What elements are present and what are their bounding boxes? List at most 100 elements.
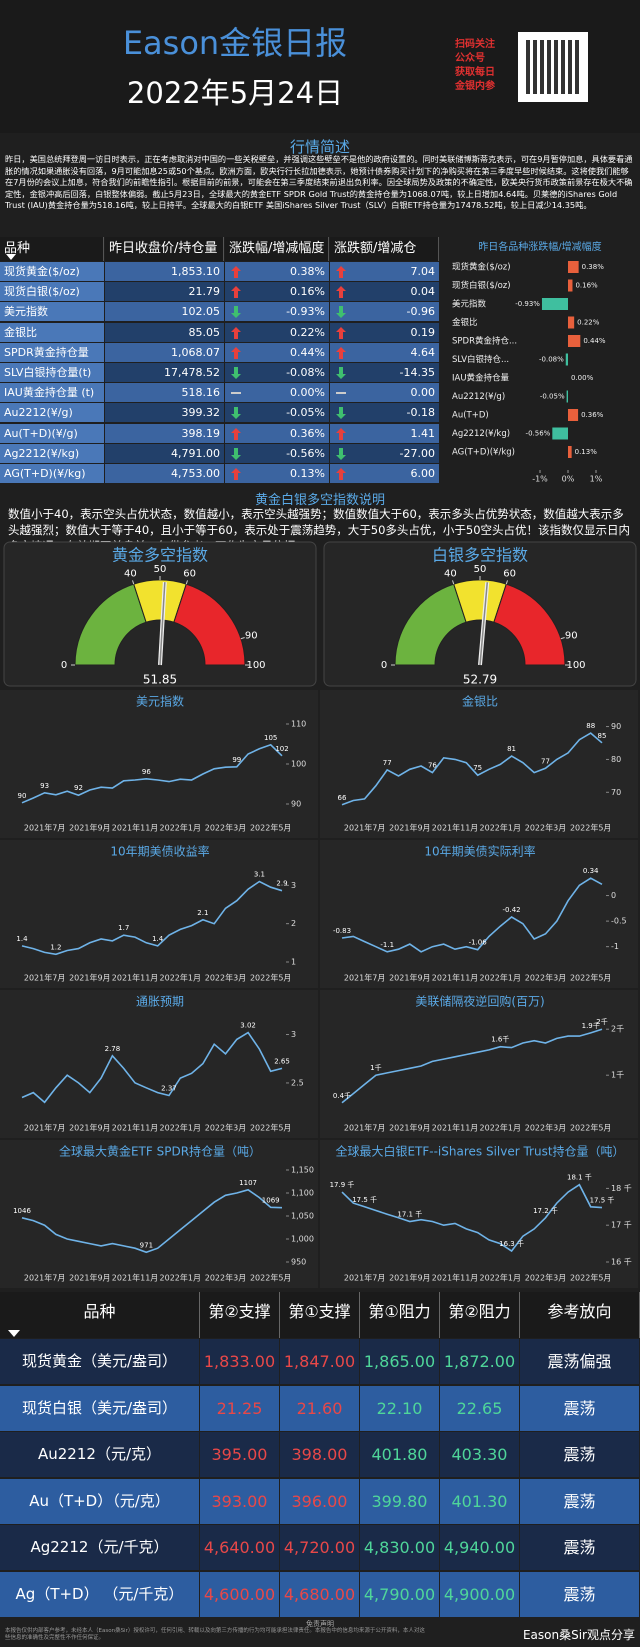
row-label: 现货白银（美元/盎司） — [0, 1385, 199, 1431]
cell-text: 102.05 — [181, 305, 221, 319]
x-tick-label: 2021年11月 — [112, 1273, 159, 1283]
value-label: 1.4 — [16, 935, 28, 943]
value-label: 17.5 千 — [590, 1196, 615, 1205]
x-tick-label: 2021年11月 — [432, 1273, 479, 1283]
table-cell: 4,753.00 — [105, 464, 224, 483]
line — [21, 880, 283, 956]
down-arrow — [336, 306, 346, 319]
value-label: 1.7 — [118, 924, 129, 932]
table-cell: 17,478.52 — [105, 363, 224, 382]
cell-text: 85.05 — [188, 325, 221, 339]
cell-text: 1.41 — [410, 426, 436, 440]
row-label: Ag2212(¥/kg) — [0, 443, 104, 463]
tick-label: 0 — [381, 660, 387, 671]
line-chart: 10年期美债收益率 1 2 3 2021年7月 2021年9月 2021年11月 2022年1… — [0, 840, 318, 988]
x-tick-label: 2022年5月 — [250, 973, 291, 983]
table-cell: 0.19 — [330, 322, 439, 342]
value-label: 16.3 千 — [499, 1239, 524, 1248]
cell-text: -27.00 — [399, 446, 435, 460]
trend-icon — [231, 367, 241, 379]
value-label: -1.1 — [380, 941, 394, 949]
row-label: 现货黄金（美元/盎司） — [0, 1339, 199, 1384]
flat-mark — [231, 392, 241, 395]
table-cell: 85.05 — [105, 322, 224, 342]
x-tick-label: 2022年5月 — [570, 973, 611, 983]
value-label: -0.56% — [526, 430, 551, 438]
up-arrow — [231, 286, 241, 299]
value-label: -0.05% — [540, 393, 565, 401]
value-label: 93 — [40, 782, 49, 790]
category-label: IAU黄金持仓量 — [452, 373, 510, 384]
y-tick-label: -1 — [611, 942, 619, 951]
up-arrow — [231, 266, 241, 278]
x-tick-label: 2022年3月 — [205, 1123, 246, 1133]
y-tick-label: 1千 — [611, 1070, 624, 1080]
trend-icon — [336, 427, 346, 440]
chart-title: 全球最大白银ETF--iShares Silver Trust持仓量（吨） — [335, 1144, 624, 1159]
cell-text: 0.16% — [290, 285, 325, 299]
level-cell: 震荡 — [520, 1525, 639, 1570]
cell-text: 4.64 — [410, 345, 436, 359]
trend-icon — [336, 407, 346, 420]
panel — [0, 990, 318, 1138]
value-label: 3.02 — [240, 1022, 256, 1030]
row-label: SPDR黄金持仓量(t) — [0, 342, 104, 378]
value-label: 2.37 — [161, 1085, 177, 1093]
y-tick-label: 80 — [611, 755, 621, 764]
table-header: 第①阻力 — [360, 1292, 440, 1338]
tick-label: 60 — [503, 569, 516, 580]
bar — [552, 427, 568, 440]
x-tick-label: 2021年7月 — [344, 823, 385, 833]
row-label: IAU黄金持仓量 (t) — [0, 383, 104, 403]
value-label: 971 — [140, 1241, 153, 1249]
trend-icon — [336, 286, 346, 299]
value-label: 1.2 — [50, 943, 61, 951]
trend-icon — [336, 266, 346, 278]
category-label: 美元指数 — [452, 299, 487, 310]
value-label: 0.13% — [575, 448, 598, 456]
value-label: 0.16% — [575, 282, 598, 290]
value-label: 0.00% — [571, 374, 594, 382]
y-tick-label: 110 — [291, 720, 306, 729]
x-tick-label: 2021年7月 — [344, 973, 385, 983]
trend-icon — [231, 468, 241, 480]
y-tick-label: 70 — [611, 788, 621, 797]
value-label: 1.4 — [152, 935, 164, 943]
cell-text: -0.08% — [286, 366, 325, 379]
level-cell: 21.25 — [200, 1385, 279, 1431]
table-cell: -14.35 — [330, 363, 439, 382]
table-cell: 398.19 — [105, 423, 224, 443]
levels-table: 品种 第②支撑 第①支撑 第①阻力 第②阻力 参考放向 现货黄金（美元/盎司） 1,833.0… — [0, 1292, 640, 1618]
value-label: 88 — [586, 722, 595, 730]
tick-mark — [452, 580, 455, 585]
table-cell: 0.22% — [225, 322, 329, 342]
chart-title: 美联储隔夜逆回购(百万) — [415, 994, 544, 1009]
up-arrow — [336, 286, 346, 299]
table-header: 涨跌额/增减仓 — [330, 237, 439, 261]
needle-core — [159, 582, 166, 666]
up-arrow — [231, 346, 241, 359]
chart-title: 金银比 — [462, 694, 498, 709]
value-label: -0.08% — [539, 356, 564, 364]
x-tick-label: -1% — [532, 475, 548, 484]
line — [341, 1028, 603, 1104]
trend-icon — [336, 447, 346, 460]
tick-label: 90 — [565, 630, 578, 641]
table-cell: -27.00 — [330, 443, 439, 463]
value-label: 1069 — [262, 1196, 280, 1204]
x-tick-label: 2021年7月 — [24, 1123, 65, 1133]
panel — [320, 990, 638, 1138]
value-label: 3.1 — [254, 871, 265, 879]
value-label: 2.9 — [276, 880, 287, 888]
row-label: Au（T+D）（元/克） — [0, 1478, 199, 1524]
qr-line: 金银内参 — [455, 81, 495, 92]
value-label: 77 — [383, 759, 392, 767]
level-cell: 4,640.00 — [200, 1525, 279, 1570]
value-label: 2.78 — [105, 1045, 121, 1053]
cell-text: 0.13% — [290, 467, 325, 480]
y-tick-label: 100 — [291, 760, 306, 769]
row-label: Au(T+D)(¥/g) — [0, 423, 104, 443]
level-cell: 1,833.00 — [200, 1339, 279, 1384]
up-arrow — [336, 346, 346, 359]
table-cell: 4.64 — [330, 342, 439, 362]
